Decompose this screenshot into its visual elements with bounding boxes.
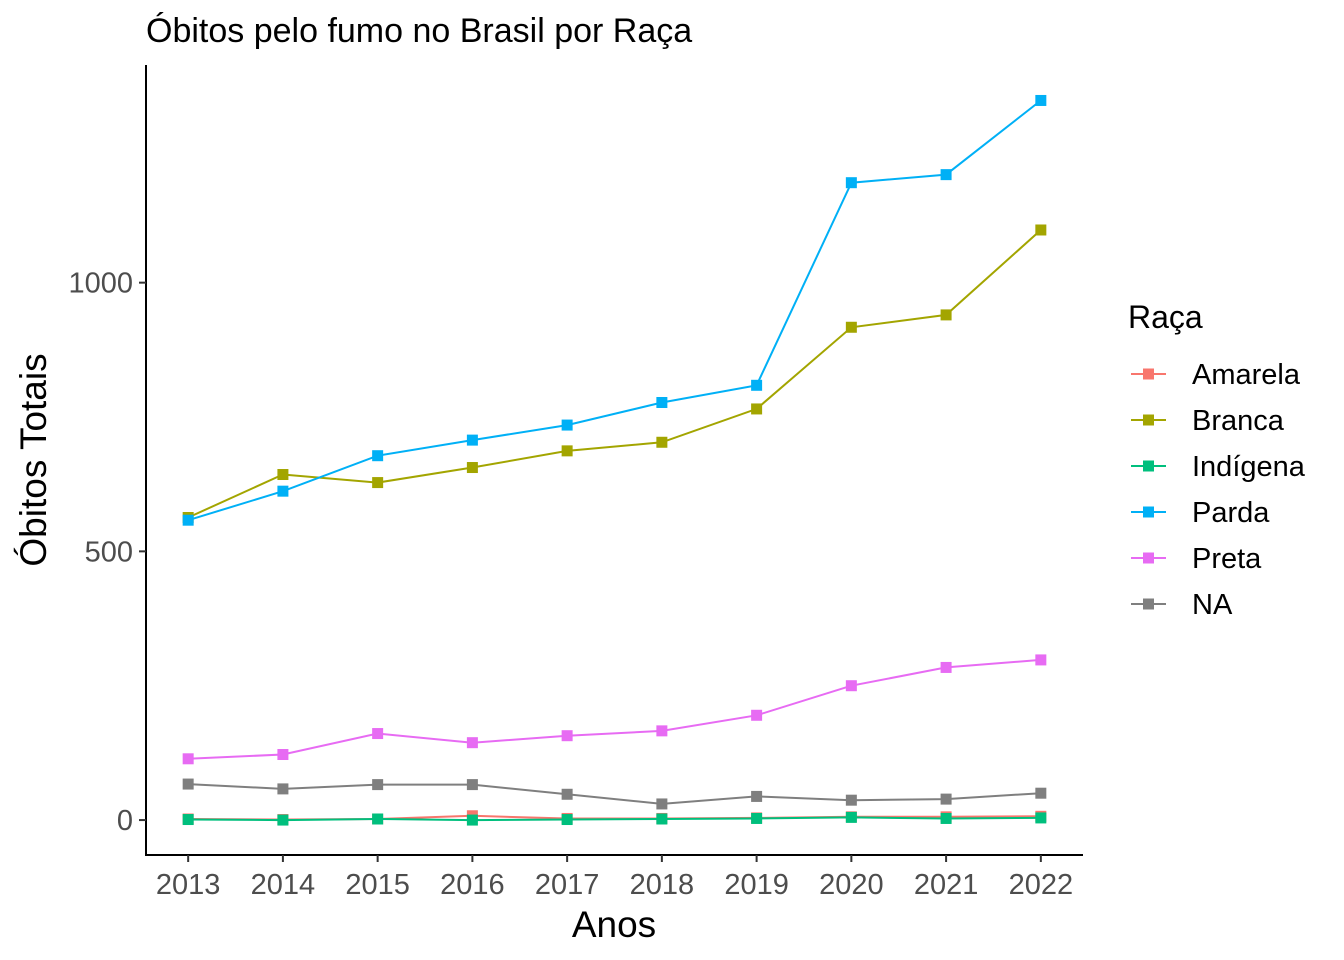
legend-item-amarela: Amarela — [1131, 359, 1301, 391]
data-point — [656, 725, 668, 737]
legend-label: NA — [1192, 589, 1233, 621]
x-tick-label: 2017 — [535, 869, 600, 901]
data-point — [372, 813, 384, 825]
data-point — [466, 434, 478, 446]
x-tick-label: 2020 — [819, 869, 884, 901]
legend-marker-key — [1143, 506, 1154, 518]
data-point — [182, 753, 194, 765]
data-point — [277, 749, 289, 761]
series-line — [187, 229, 1042, 519]
data-point — [940, 812, 952, 824]
legend-item-parda: Parda — [1131, 497, 1270, 529]
data-point — [751, 790, 763, 802]
y-axis-ticks: 0 500 1000 — [68, 268, 146, 837]
data-point — [751, 403, 763, 415]
data-point — [466, 779, 478, 791]
x-axis-title: Anos — [572, 904, 656, 945]
data-point — [1035, 654, 1047, 666]
data-point — [656, 396, 668, 408]
data-point — [561, 814, 573, 826]
data-point — [466, 814, 478, 826]
plot-area — [182, 94, 1047, 826]
data-point — [656, 813, 668, 825]
data-point — [372, 450, 384, 462]
x-tick-label: 2022 — [1009, 869, 1074, 901]
legend-item-na: NA — [1131, 589, 1233, 621]
data-point — [466, 737, 478, 749]
data-point — [277, 469, 289, 481]
data-point — [940, 661, 952, 673]
data-point — [656, 436, 668, 448]
legend-item-preta: Preta — [1131, 543, 1262, 575]
legend-marker-key — [1143, 552, 1154, 564]
x-tick-label: 2014 — [251, 869, 316, 901]
data-point — [1035, 812, 1047, 824]
data-point — [372, 728, 384, 740]
data-point — [1035, 94, 1047, 106]
legend-label: Branca — [1192, 405, 1285, 437]
data-point — [466, 462, 478, 474]
series-line — [187, 99, 1042, 522]
data-point — [845, 177, 857, 189]
data-point — [1035, 224, 1047, 236]
legend-label: Amarela — [1192, 359, 1301, 391]
series-na — [182, 778, 1047, 810]
x-tick-label: 2016 — [440, 869, 505, 901]
legend-label: Indígena — [1192, 451, 1306, 483]
x-tick-label: 2018 — [630, 869, 695, 901]
data-point — [182, 814, 194, 826]
legend-label: Parda — [1192, 497, 1270, 529]
data-point — [182, 778, 194, 790]
series-parda — [182, 94, 1047, 526]
y-tick-label: 0 — [117, 805, 133, 837]
legend-label: Preta — [1192, 543, 1262, 575]
data-point — [845, 811, 857, 823]
series-line — [188, 816, 1041, 822]
x-tick-label: 2021 — [914, 869, 979, 901]
y-axis-title: Óbitos Totais — [13, 353, 54, 566]
data-point — [656, 798, 668, 810]
legend-marker-key — [1143, 598, 1154, 610]
data-point — [751, 709, 763, 721]
data-point — [940, 169, 952, 181]
legend-marker-key — [1143, 414, 1154, 426]
x-axis-ticks: 2013 2014 2015 2016 2017 2018 2019 2020 2021 2022 — [156, 855, 1073, 901]
data-point — [372, 477, 384, 489]
data-point — [277, 783, 289, 795]
data-point — [845, 794, 857, 806]
legend-item-branca: Branca — [1131, 405, 1285, 437]
x-tick-label: 2015 — [345, 869, 410, 901]
series-line — [188, 783, 1041, 805]
x-tick-label: 2019 — [724, 869, 789, 901]
x-tick-label: 2013 — [156, 869, 221, 901]
data-point — [751, 379, 763, 391]
data-point — [561, 445, 573, 457]
legend-marker-key — [1143, 368, 1154, 380]
data-point — [940, 793, 952, 805]
legend-title: Raça — [1128, 299, 1203, 335]
legend-marker-key — [1143, 460, 1154, 472]
data-point — [845, 321, 857, 333]
data-point — [940, 309, 952, 321]
data-point — [277, 814, 289, 826]
data-point — [561, 788, 573, 800]
series-preta — [182, 654, 1047, 765]
series-line — [188, 658, 1041, 760]
y-tick-label: 500 — [85, 536, 133, 568]
data-point — [751, 812, 763, 824]
data-point — [845, 680, 857, 692]
data-point — [1035, 787, 1047, 799]
series-branca — [182, 224, 1047, 524]
data-point — [277, 485, 289, 497]
data-point — [182, 514, 194, 526]
chart-title: Óbitos pelo fumo no Brasil por Raça — [146, 12, 692, 50]
legend-item-indigena: Indígena — [1131, 451, 1306, 483]
data-point — [372, 779, 384, 791]
legend: Raça Amarela Branca Indígena Parda Preta NA — [1128, 299, 1306, 621]
data-point — [561, 419, 573, 431]
y-tick-label: 1000 — [68, 268, 133, 300]
series-indigena — [182, 811, 1047, 826]
data-point — [561, 730, 573, 742]
